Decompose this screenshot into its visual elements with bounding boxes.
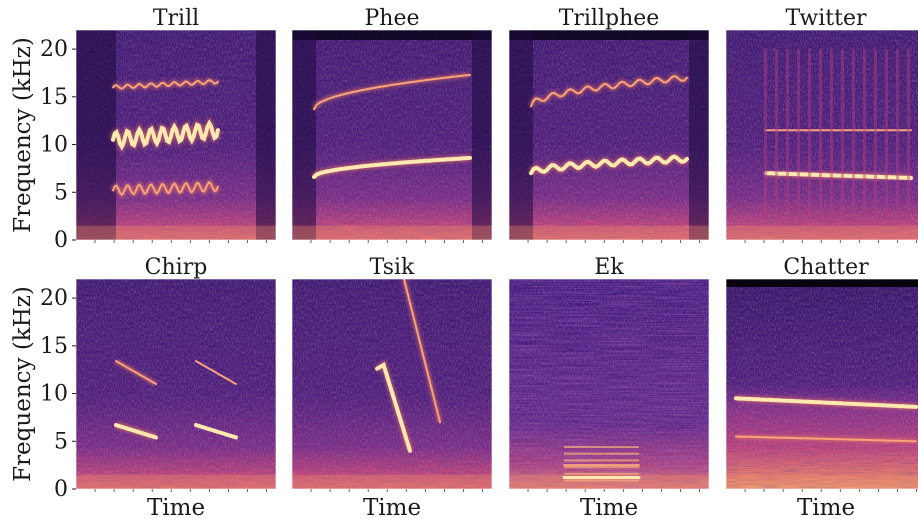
syllable-stripe xyxy=(797,49,800,221)
x-axis-label: Time xyxy=(580,495,638,519)
panel-title: Tsik xyxy=(370,255,415,280)
low-band xyxy=(76,225,276,240)
call-contour xyxy=(530,75,688,108)
panel-tsik xyxy=(291,278,493,492)
panel-frame xyxy=(291,278,493,490)
x-axis-label: Time xyxy=(797,495,855,519)
panel-trill xyxy=(72,29,277,243)
y-tick-label: 15 xyxy=(40,334,68,359)
syllable-stripe xyxy=(819,49,822,221)
panel-twitter xyxy=(725,29,918,243)
panel-title: Chirp xyxy=(145,255,208,280)
panel-title: Trillphee xyxy=(559,6,660,31)
dark-band xyxy=(726,279,918,287)
syllable-stripe xyxy=(896,49,899,221)
syllable-stripe xyxy=(808,49,811,221)
call-contour xyxy=(764,171,913,180)
spectrogram-texture xyxy=(726,30,918,240)
low-band xyxy=(292,474,492,489)
panel-title: Twitter xyxy=(786,6,867,31)
syllable-stripe xyxy=(830,49,833,221)
call-contour xyxy=(115,360,157,385)
panel-frame xyxy=(75,29,277,241)
harmonic-stripe xyxy=(564,479,639,482)
y-axis-label: Frequency (kHz) xyxy=(10,286,36,482)
panel-title: Ek xyxy=(594,255,624,280)
harmonic-stripe xyxy=(564,446,639,449)
panel-frame xyxy=(725,29,918,241)
harmonic-stripe xyxy=(564,472,639,475)
syllable-stripe xyxy=(885,49,888,221)
y-tick-label: 20 xyxy=(40,286,68,311)
y-tick-label: 5 xyxy=(54,429,68,454)
y-tick-label: 5 xyxy=(54,180,68,205)
syllable-stripe xyxy=(907,49,910,221)
call-contour xyxy=(734,396,918,409)
call-contour xyxy=(312,155,472,179)
low-band xyxy=(292,225,492,240)
syllable-stripe xyxy=(786,49,789,221)
panel-frame xyxy=(508,29,710,241)
syllable-stripe xyxy=(874,49,877,221)
y-tick-label: 20 xyxy=(40,37,68,62)
call-contour xyxy=(114,423,158,440)
spectrogram-texture xyxy=(76,279,276,489)
syllable-stripe xyxy=(841,49,844,221)
spectrogram-texture xyxy=(509,30,709,240)
panel-ek xyxy=(508,278,710,492)
y-tick-label: 10 xyxy=(40,133,68,158)
low-band xyxy=(509,225,709,240)
spectrogram-bands xyxy=(509,279,709,489)
harmonic-stripe xyxy=(564,466,639,469)
call-contour xyxy=(529,154,689,176)
panel-title: Chatter xyxy=(783,255,869,280)
x-axis-label: Time xyxy=(147,495,205,519)
y-tick-label: 0 xyxy=(54,477,68,502)
panel-trillphee xyxy=(508,29,710,243)
syllable-stripe xyxy=(863,49,866,221)
y-tick-label: 10 xyxy=(40,382,68,407)
call-contour xyxy=(313,73,471,111)
y-tick-label: 15 xyxy=(40,85,68,110)
panel-title: Trill xyxy=(153,6,199,31)
spectrogram-texture xyxy=(726,279,918,489)
dark-band xyxy=(292,30,492,40)
low-band xyxy=(726,225,918,240)
y-axis-label: Frequency (kHz) xyxy=(10,37,36,233)
call-contour xyxy=(403,279,441,424)
syllable-stripe xyxy=(852,49,855,221)
call-contour xyxy=(375,361,412,453)
call-contour xyxy=(111,119,220,151)
panel-chatter xyxy=(725,278,918,492)
low-band xyxy=(76,474,276,489)
low-band xyxy=(726,474,918,489)
y-tick-label: 0 xyxy=(54,228,68,253)
call-contour xyxy=(112,180,219,197)
call-contour xyxy=(112,79,219,90)
harmonic-stripe xyxy=(564,452,639,455)
panel-phee xyxy=(291,29,493,243)
spectrogram-texture xyxy=(292,30,492,240)
low-band xyxy=(509,474,709,489)
panel-frame xyxy=(75,278,277,490)
panels-group xyxy=(72,29,918,492)
syllable-stripe xyxy=(775,49,778,221)
panel-title: Phee xyxy=(364,6,419,31)
panel-frame xyxy=(508,278,710,490)
panel-chirp xyxy=(72,278,277,492)
syllable-stripe xyxy=(764,49,767,221)
panel-frame xyxy=(291,29,493,241)
x-axis-label: Time xyxy=(363,495,421,519)
call-contour xyxy=(194,423,238,440)
panel-frame xyxy=(725,278,918,490)
call-contour xyxy=(195,360,237,385)
dark-band xyxy=(509,30,709,40)
call-contour xyxy=(735,435,917,443)
harmonic-stripe xyxy=(564,459,639,462)
